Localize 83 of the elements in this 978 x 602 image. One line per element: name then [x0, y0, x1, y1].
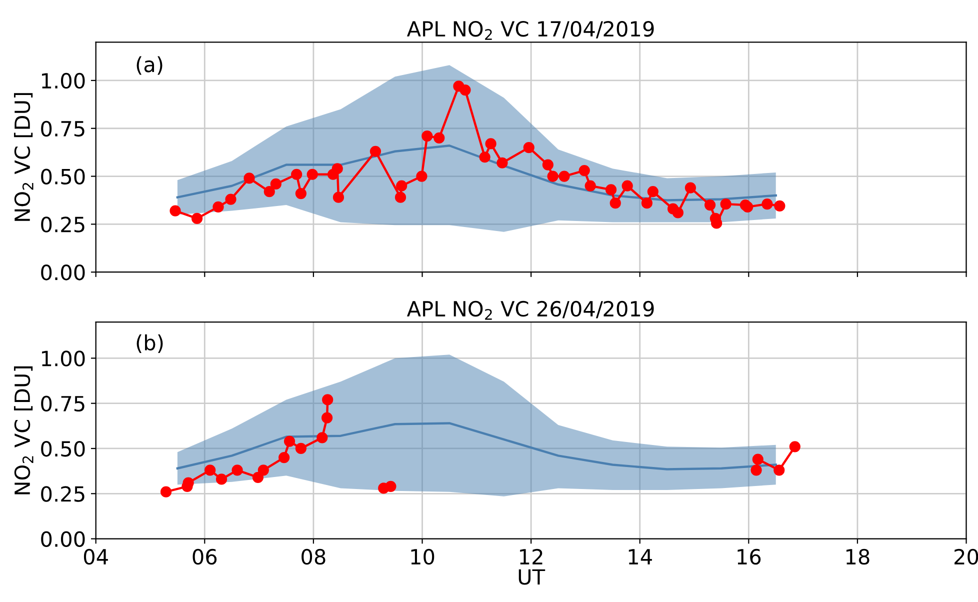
point	[416, 170, 428, 182]
point	[284, 436, 296, 447]
point	[191, 212, 203, 224]
point	[774, 464, 785, 476]
y-tick-label: 0.00	[41, 264, 85, 280]
point	[295, 442, 306, 454]
point	[278, 452, 290, 464]
point	[291, 168, 302, 180]
annotation: (a)	[136, 56, 162, 75]
y-tick-label: 1.00	[42, 350, 85, 366]
x-tick-label: 10	[411, 548, 434, 565]
point	[684, 182, 696, 194]
y-tick-label: 0.75	[41, 396, 84, 412]
y-tick-label: 0.25	[41, 486, 84, 502]
point	[578, 164, 590, 176]
point	[496, 157, 508, 168]
point	[774, 200, 786, 212]
point	[295, 188, 306, 200]
point	[750, 464, 762, 476]
point	[216, 474, 228, 485]
chart-title: APL NO$_{2}$ VC 17/04/2019	[406, 20, 654, 40]
point	[422, 130, 433, 142]
x-tick-label: 06	[192, 548, 217, 565]
y-tick-label: 1.00	[42, 72, 85, 89]
point	[479, 152, 490, 163]
x-tick-label: 14	[628, 549, 652, 564]
x-tick-label: 18	[846, 548, 870, 565]
point	[212, 201, 224, 213]
point	[264, 186, 275, 198]
point	[258, 464, 269, 476]
point	[460, 84, 471, 96]
point	[622, 180, 633, 192]
annotation: (b)	[136, 334, 163, 353]
chart-title: APL NO$_{2}$ VC 26/04/2019	[406, 300, 654, 320]
point	[270, 178, 282, 190]
point	[584, 180, 596, 192]
point	[370, 146, 382, 157]
point	[225, 194, 236, 205]
point	[742, 201, 754, 213]
point	[547, 170, 558, 182]
point	[232, 464, 243, 476]
point	[641, 198, 652, 209]
point	[170, 205, 181, 216]
point	[244, 172, 255, 184]
x-tick-label: 16	[738, 548, 761, 565]
point	[610, 198, 621, 209]
y-axis-title: NO$_{2}$ VC [DU]	[14, 366, 34, 494]
point	[434, 132, 445, 144]
point	[204, 464, 216, 476]
x-tick-label: 04	[84, 548, 108, 565]
y-tick-label: 0.50	[41, 168, 85, 184]
point	[252, 472, 264, 483]
point	[789, 441, 800, 452]
point	[704, 199, 716, 211]
point	[720, 198, 732, 210]
point	[160, 486, 172, 498]
point	[605, 184, 617, 196]
point	[485, 138, 496, 150]
point	[672, 207, 684, 218]
point	[322, 394, 334, 406]
point	[394, 192, 406, 203]
point	[752, 454, 764, 465]
y-tick-label: 0.00	[41, 531, 85, 547]
y-tick-label: 0.25	[41, 216, 84, 232]
x-tick-label: 12	[520, 548, 542, 564]
point	[321, 412, 333, 424]
y-tick-label: 0.75	[41, 120, 84, 137]
x-axis-title: UT	[518, 569, 546, 585]
x-tick-label: 08	[302, 548, 326, 565]
point	[385, 480, 396, 492]
x-tick-label: 20	[954, 548, 978, 565]
y-axis-title: NO$_{2}$ VC [DU]	[14, 93, 34, 221]
point	[558, 170, 570, 182]
point	[396, 180, 408, 192]
point	[762, 198, 773, 210]
point	[316, 432, 328, 444]
point	[332, 163, 343, 174]
point	[647, 186, 658, 198]
point	[542, 159, 554, 170]
y-tick-label: 0.50	[41, 440, 85, 457]
point	[523, 142, 534, 154]
point	[332, 192, 344, 203]
point	[306, 168, 318, 180]
